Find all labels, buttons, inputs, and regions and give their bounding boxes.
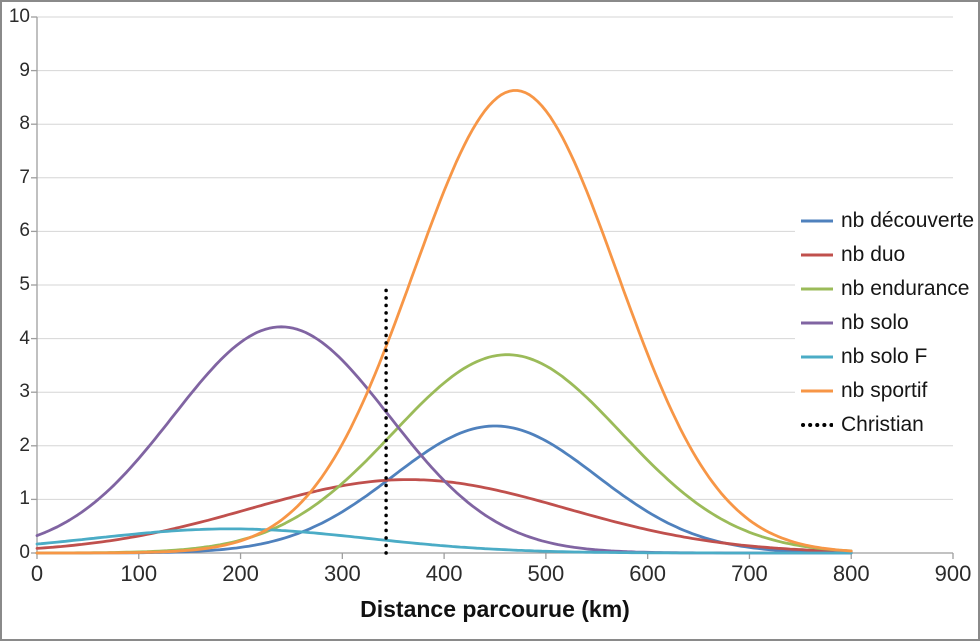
y-tick-label: 0: [19, 542, 30, 563]
y-tick-label: 8: [19, 113, 30, 135]
legend-label: nb solo: [841, 311, 909, 334]
legend-label: Christian: [841, 413, 924, 436]
legend-item-nb-sportif[interactable]: nb sportif: [801, 374, 974, 408]
x-axis-title: Distance parcourue (km): [360, 596, 630, 622]
y-tick-label: 9: [19, 59, 30, 81]
line-swatch-icon: [801, 321, 833, 325]
x-tick-label: 200: [222, 561, 259, 586]
y-tick-label: 5: [19, 274, 30, 295]
x-tick-label: 300: [323, 561, 361, 586]
x-tick-label: 0: [30, 561, 44, 586]
legend-item-nb-endurance[interactable]: nb endurance: [801, 272, 974, 306]
x-tick-label: 600: [629, 561, 667, 586]
x-tick-label: 800: [832, 561, 870, 586]
series-line-nb-duo[interactable]: [35, 478, 853, 553]
series-line-nb-solo-f[interactable]: [35, 527, 853, 555]
y-tick-label: 3: [19, 381, 30, 403]
y-tick-label: 6: [19, 220, 30, 242]
legend-item-christian[interactable]: Christian: [801, 408, 974, 442]
line-swatch-icon: [801, 287, 833, 291]
legend-item-nb-duo[interactable]: nb duo: [801, 238, 974, 272]
y-tick-label: 1: [19, 488, 30, 510]
line-swatch-icon: [801, 389, 833, 393]
y-tick-label: 10: [8, 6, 30, 27]
y-tick-label: 2: [19, 434, 30, 456]
dotted-line-swatch-icon: [801, 423, 833, 427]
legend-label: nb endurance: [841, 277, 970, 300]
legend-item-nb-solo-f[interactable]: nb solo F: [801, 340, 974, 374]
x-tick-label: 700: [731, 561, 768, 586]
x-tick-label: 900: [934, 561, 972, 586]
legend-label: nb duo: [841, 243, 906, 266]
legend-label: nb sportif: [841, 379, 928, 402]
line-swatch-icon: [801, 219, 833, 223]
y-tick-label: 7: [19, 166, 30, 188]
legend-item-nb-solo[interactable]: nb solo: [801, 306, 974, 340]
line-swatch-icon: [801, 253, 833, 257]
series-line-nb-découverte[interactable]: [35, 424, 853, 555]
series-line-nb-endurance[interactable]: [35, 353, 853, 555]
line-swatch-icon: [801, 355, 833, 359]
x-tick-label: 100: [120, 561, 158, 586]
legend: nb découverte nb duo nb endurance nb sol…: [795, 202, 978, 444]
series-line-nb-sportif[interactable]: [35, 89, 853, 555]
legend-label: nb découverte: [841, 209, 975, 232]
y-tick-label: 4: [19, 327, 30, 349]
x-tick-label: 400: [425, 561, 463, 586]
legend-item-nb-decouverte[interactable]: nb découverte: [801, 204, 974, 238]
legend-label: nb solo F: [841, 345, 928, 368]
x-tick-label: 500: [527, 561, 565, 586]
